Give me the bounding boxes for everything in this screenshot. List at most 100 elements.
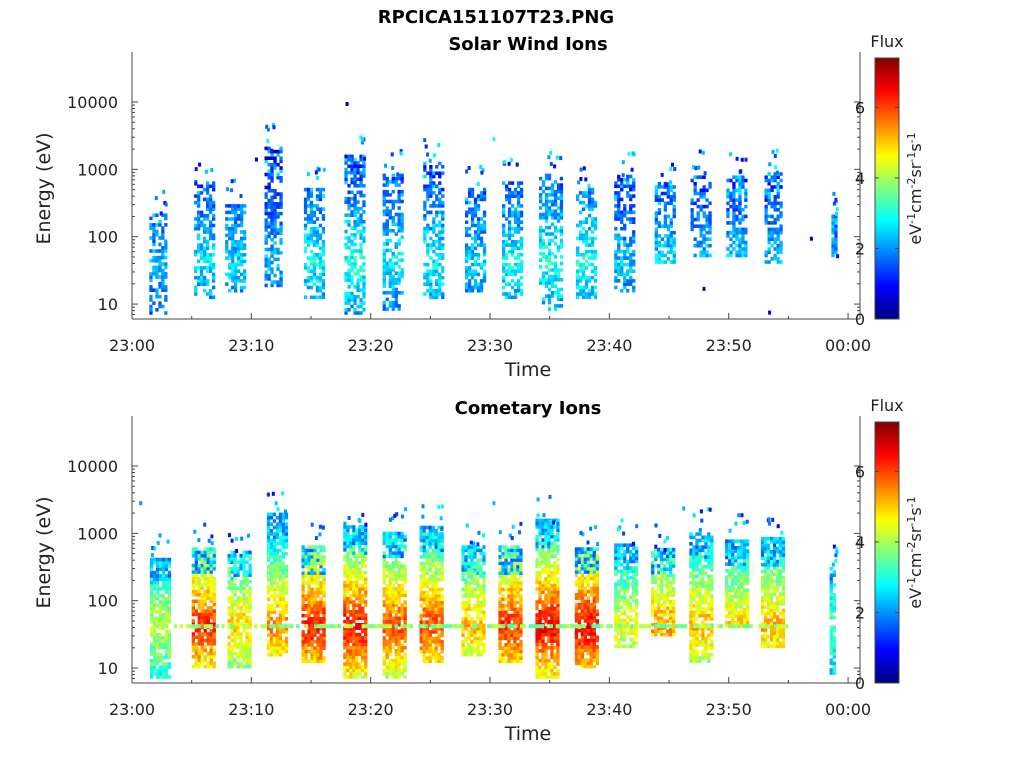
flux-pixel [505, 240, 509, 244]
flux-pixel [275, 548, 280, 553]
flux-pixel [266, 617, 271, 621]
flux-pixel [419, 636, 423, 641]
flux-pixel [200, 557, 204, 561]
flux-pixel [270, 231, 274, 235]
flux-pixel [319, 652, 323, 657]
flux-pixel [212, 204, 216, 208]
flux-pixel [385, 613, 389, 617]
flux-pixel [382, 574, 386, 578]
flux-pixel [212, 563, 216, 568]
flux-pixel [212, 233, 216, 238]
flux-pixel [203, 664, 207, 669]
flux-pixel [422, 538, 426, 543]
flux-pixel [440, 646, 444, 650]
flux-pixel [233, 566, 237, 571]
flux-pixel [516, 204, 521, 208]
flux-pixel [391, 199, 395, 204]
flux-pixel [349, 596, 353, 601]
flux-pixel [343, 662, 347, 666]
flux-pixel [584, 266, 589, 270]
flux-pixel [355, 649, 359, 653]
flux-pixel [480, 170, 484, 175]
flux-pixel [388, 652, 392, 656]
flux-pixel [467, 548, 471, 553]
flux-pixel [230, 648, 234, 653]
flux-pixel [203, 602, 207, 607]
flux-pixel [632, 181, 636, 185]
flux-pixel [510, 285, 515, 290]
flux-pixel [388, 284, 392, 289]
flux-pixel [306, 213, 311, 218]
flux-pixel [382, 639, 386, 643]
flux-pixel [437, 659, 441, 664]
flux-pixel [200, 658, 204, 662]
flux-pixel [347, 190, 351, 195]
flux-pixel [809, 236, 813, 241]
flux-pixel [501, 656, 505, 660]
flux-pixel [304, 639, 308, 644]
flux-pixel [356, 167, 360, 172]
flux-pixel [705, 224, 709, 228]
flux-pixel [158, 642, 163, 647]
flux-pixel [203, 259, 207, 264]
flux-pixel [149, 278, 153, 283]
flux-pixel [240, 204, 244, 208]
flux-pixel [206, 560, 210, 564]
flux-pixel [544, 232, 549, 236]
flux-pixel [617, 213, 621, 218]
flux-pixel [623, 275, 627, 280]
flux-pixel [344, 167, 348, 172]
flux-pixel [307, 590, 311, 595]
flux-pixel [425, 532, 429, 536]
flux-pixel [155, 255, 159, 260]
flux-pixel [236, 628, 240, 633]
flux-pixel [212, 223, 216, 228]
flux-pixel [266, 538, 271, 543]
flux-pixel [519, 246, 524, 251]
flux-pixel [767, 214, 771, 219]
flux-pixel [230, 612, 234, 617]
flux-pixel [735, 178, 739, 183]
flux-pixel [385, 642, 389, 647]
flux-pixel [516, 184, 521, 189]
flux-pixel [281, 564, 286, 569]
flux-pixel [152, 239, 156, 244]
flux-pixel [431, 548, 435, 553]
flux-pixel [209, 184, 213, 189]
flux-pixel [699, 240, 703, 245]
flux-pixel [703, 171, 707, 176]
flux-pixel [440, 555, 444, 559]
flux-pixel [626, 184, 630, 189]
flux-pixel [428, 568, 432, 572]
flux-pixel [352, 525, 356, 529]
flux-pixel [152, 629, 157, 634]
flux-pixel [476, 597, 480, 602]
flux-pixel [437, 568, 441, 572]
flux-pixel [149, 285, 153, 289]
flux-pixel [465, 253, 469, 257]
flux-pixel [364, 544, 368, 549]
flux-pixel [702, 240, 706, 245]
flux-pixel [266, 597, 271, 602]
flux-pixel [434, 617, 438, 621]
flux-pixel [657, 257, 661, 261]
flux-pixel [516, 194, 521, 198]
flux-pixel [209, 638, 213, 643]
flux-pixel [194, 658, 198, 662]
flux-pixel [510, 246, 515, 251]
flux-pixel [544, 216, 549, 220]
flux-pixel [346, 606, 350, 611]
flux-pixel [322, 577, 326, 582]
flux-pixel [269, 555, 274, 559]
flux-pixel [472, 541, 476, 546]
flux-pixel [322, 167, 326, 172]
flux-pixel [544, 258, 549, 262]
flux-pixel [279, 221, 283, 226]
flux-pixel [426, 197, 430, 202]
flux-pixel [343, 528, 347, 532]
flux-pixel [245, 589, 249, 594]
flux-pixel [317, 167, 321, 172]
flux-pixel [581, 275, 586, 280]
flux-pixel [773, 201, 777, 206]
flux-pixel [273, 211, 277, 216]
